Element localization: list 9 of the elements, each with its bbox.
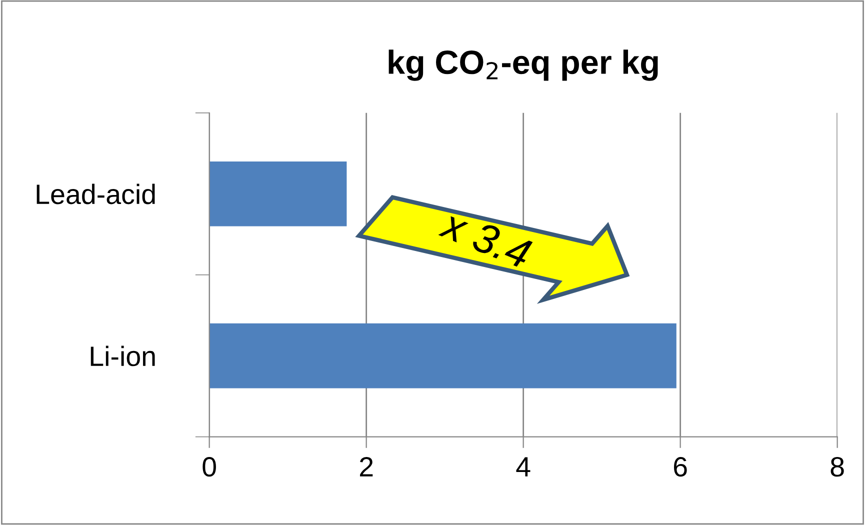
annotation: x 3.4 [438, 208, 533, 270]
y-tick-label: Lead-acid [36, 184, 155, 204]
x-tick-label: 2 [360, 456, 373, 476]
x-tick-label: 6 [674, 456, 687, 477]
y-tick-label: Li-ion [90, 346, 155, 366]
x-tick-label: 0 [202, 456, 216, 477]
x-tick-label: 4 [516, 457, 530, 476]
x-tick-label: 8 [830, 456, 844, 477]
chart-title: kg CO$_{2}$-eq per kg [388, 50, 658, 81]
